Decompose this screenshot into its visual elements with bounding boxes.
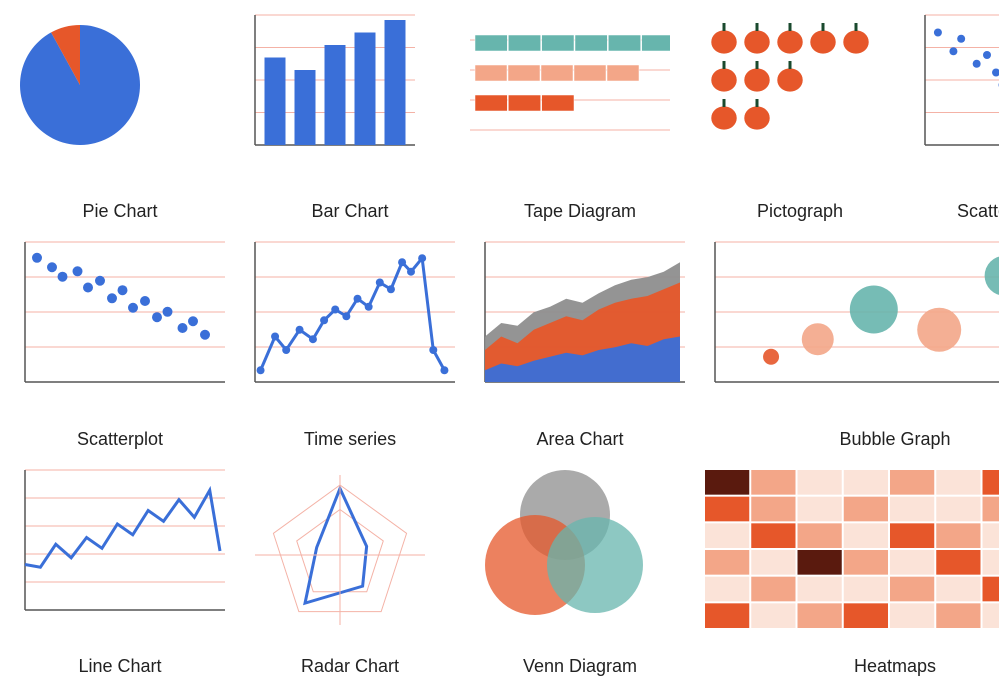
time-series bbox=[240, 237, 460, 422]
pictograph-label: Pictograph bbox=[757, 201, 843, 222]
scatterplot-2 bbox=[10, 237, 230, 422]
line-label: Line Chart bbox=[78, 656, 161, 677]
cell-bar: Bar Chart bbox=[240, 10, 460, 222]
cell-bubble: Bubble Graph bbox=[700, 237, 999, 449]
bar-chart bbox=[240, 10, 460, 195]
heatmap-label: Heatmaps bbox=[854, 656, 936, 677]
area-chart bbox=[470, 237, 690, 422]
radar-chart bbox=[240, 465, 460, 650]
chart-grid: Pie Chart Bar Chart Tape Diagram Pictogr… bbox=[10, 10, 989, 677]
bar-label: Bar Chart bbox=[311, 201, 388, 222]
timeseries-label: Time series bbox=[304, 429, 396, 450]
line-chart bbox=[10, 465, 230, 650]
cell-timeseries: Time series bbox=[240, 237, 460, 449]
scatter2-label: Scatterplot bbox=[77, 429, 163, 450]
cell-area: Area Chart bbox=[470, 237, 690, 449]
bubble-label: Bubble Graph bbox=[839, 429, 950, 450]
scatter1-label: Scatterplot bbox=[957, 201, 999, 222]
cell-radar: Radar Chart bbox=[240, 465, 460, 677]
cell-scatter1: Scatterplot bbox=[910, 10, 999, 222]
cell-tape: Tape Diagram bbox=[470, 10, 690, 222]
bubble-graph bbox=[700, 237, 999, 422]
heatmap bbox=[700, 465, 999, 650]
tape-label: Tape Diagram bbox=[524, 201, 636, 222]
venn-label: Venn Diagram bbox=[523, 656, 637, 677]
tape-diagram bbox=[470, 10, 690, 195]
cell-pictograph: Pictograph bbox=[700, 10, 900, 222]
cell-pie: Pie Chart bbox=[10, 10, 230, 222]
area-label: Area Chart bbox=[536, 429, 623, 450]
pie-label: Pie Chart bbox=[82, 201, 157, 222]
pictograph bbox=[700, 10, 900, 195]
scatterplot-1 bbox=[910, 10, 999, 195]
pie-chart bbox=[10, 10, 230, 195]
cell-scatter2: Scatterplot bbox=[10, 237, 230, 449]
radar-label: Radar Chart bbox=[301, 656, 399, 677]
cell-heatmap: Heatmaps bbox=[700, 465, 999, 677]
cell-line: Line Chart bbox=[10, 465, 230, 677]
cell-venn: Venn Diagram bbox=[470, 465, 690, 677]
venn-diagram bbox=[470, 465, 690, 650]
